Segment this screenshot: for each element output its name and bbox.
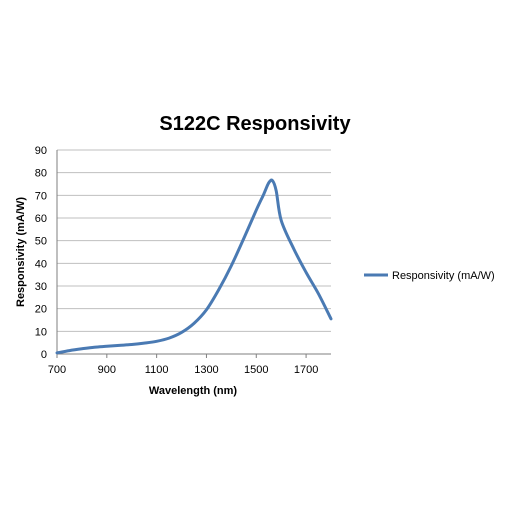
y-tick-label: 30 <box>35 281 47 293</box>
y-tick-label: 0 <box>41 349 47 361</box>
legend: Responsivity (mA/W) <box>364 270 495 282</box>
series-layer <box>55 178 333 355</box>
y-tick-label: 70 <box>35 190 47 202</box>
y-tick-label: 50 <box>35 236 47 248</box>
y-tick-label: 90 <box>35 145 47 157</box>
y-axis-label: Responsivity (mA/W) <box>15 197 27 307</box>
y-tick-label: 10 <box>35 326 47 338</box>
y-tick-label: 40 <box>35 258 47 270</box>
legend-label: Responsivity (mA/W) <box>392 270 495 282</box>
grid-lines <box>56 149 331 355</box>
y-tick-label: 80 <box>35 168 47 180</box>
x-axis-label: Wavelength (nm) <box>149 385 238 397</box>
x-tick-label: 900 <box>98 364 116 376</box>
chart-title: S122C Responsivity <box>159 113 351 135</box>
y-axis-ticks: 0 10 20 30 40 50 60 70 80 90 <box>35 145 47 361</box>
series-line <box>55 178 333 355</box>
x-axis-ticks: 700 900 1100 1300 1500 1700 <box>48 354 318 376</box>
y-tick-label: 60 <box>35 213 47 225</box>
x-tick-label: 700 <box>48 364 66 376</box>
x-tick-label: 1300 <box>194 364 218 376</box>
x-tick-label: 1700 <box>294 364 318 376</box>
x-tick-label: 1500 <box>244 364 268 376</box>
x-tick-label: 1100 <box>145 364 169 376</box>
y-tick-label: 20 <box>35 304 47 316</box>
